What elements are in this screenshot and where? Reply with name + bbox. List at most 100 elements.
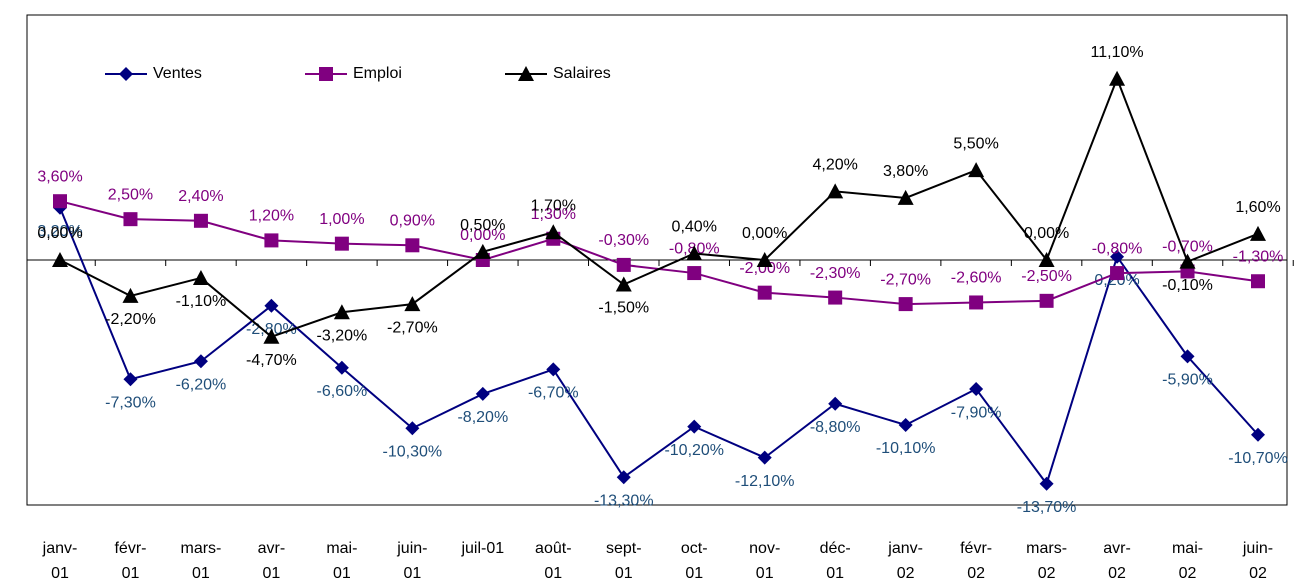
data-label: -6,20%	[176, 376, 227, 393]
data-label: -5,90%	[1162, 372, 1213, 389]
series-line	[59, 207, 1259, 486]
data-label: -8,80%	[810, 419, 861, 436]
data-point	[404, 296, 421, 312]
data-point	[757, 285, 772, 300]
data-label: 4,20%	[812, 157, 857, 174]
x-tick-label: janv-01	[42, 540, 78, 581]
x-tick-label: mai-02	[1172, 540, 1203, 581]
data-point	[1251, 274, 1265, 289]
x-tick-label: avr-02	[1103, 540, 1131, 581]
data-point	[263, 328, 280, 344]
x-tick-label: mars-02	[1026, 540, 1067, 581]
data-label: -13,70%	[1017, 499, 1077, 516]
x-tick-label: juin-02	[1242, 540, 1273, 581]
data-point	[757, 450, 772, 465]
data-point	[1038, 252, 1055, 267]
data-label: 2,40%	[178, 188, 223, 205]
data-label: -1,50%	[598, 300, 649, 317]
data-label: -0,30%	[598, 232, 649, 249]
data-label: 1,30%	[531, 206, 576, 223]
data-point	[123, 372, 138, 387]
legend-label: Emploi	[353, 65, 402, 82]
data-label: -0,70%	[1162, 239, 1213, 256]
x-tick-label: mars-01	[180, 540, 221, 581]
data-label: -10,30%	[383, 443, 443, 460]
data-point	[264, 233, 279, 248]
x-tick-label: févr-02	[960, 540, 992, 581]
data-label: -2,20%	[105, 311, 156, 328]
data-point	[1250, 225, 1266, 241]
x-tick-label: janv-02	[887, 540, 923, 581]
legend-label: Ventes	[153, 65, 202, 82]
data-point	[1039, 293, 1054, 308]
data-label: 1,60%	[1235, 199, 1280, 216]
data-point	[687, 266, 702, 281]
data-point	[546, 362, 561, 377]
x-tick-label: oct-01	[681, 540, 708, 581]
data-point	[1179, 253, 1196, 269]
legend-marker	[319, 67, 333, 81]
data-point	[405, 238, 420, 253]
data-label: -2,50%	[1021, 268, 1072, 285]
data-label: 1,00%	[319, 211, 364, 228]
data-label: 0,00%	[1024, 225, 1069, 242]
data-point	[828, 290, 843, 305]
data-label: 0,50%	[460, 217, 505, 234]
data-point	[969, 382, 984, 397]
data-label: -2,00%	[739, 260, 790, 277]
x-tick-label: mai-01	[326, 540, 357, 581]
data-point	[334, 236, 349, 251]
data-point	[405, 421, 420, 436]
data-point	[687, 419, 702, 434]
data-label: -10,20%	[664, 442, 724, 459]
x-tick-label: juil-01	[460, 540, 504, 557]
data-label: 0,40%	[672, 219, 717, 236]
x-tick-label: juin-01	[396, 540, 427, 581]
x-tick-label: déc-01	[820, 540, 851, 581]
data-label: -7,30%	[105, 394, 156, 411]
data-point	[122, 287, 139, 303]
data-point	[615, 276, 632, 292]
data-point	[827, 183, 844, 199]
data-label: 1,70%	[531, 197, 576, 214]
data-label: 3,20%	[37, 223, 82, 240]
x-tick-label: févr-01	[114, 540, 146, 581]
data-point	[474, 243, 491, 259]
data-label: -3,20%	[317, 327, 368, 344]
data-point	[616, 257, 631, 272]
data-label: -4,70%	[246, 352, 297, 369]
data-label: 11,10%	[1091, 44, 1144, 61]
data-point	[968, 162, 985, 178]
data-label: -2,70%	[880, 271, 931, 288]
data-point	[545, 224, 562, 240]
data-point	[1251, 427, 1265, 442]
x-tick-label: août-01	[535, 540, 571, 581]
data-label: 1,20%	[249, 208, 294, 225]
data-label: -12,10%	[735, 473, 795, 490]
data-label: -2,60%	[951, 270, 1002, 287]
data-point	[192, 269, 209, 285]
data-point	[475, 386, 490, 401]
x-tick-label: sept-01	[606, 540, 642, 581]
x-tick-label: avr-01	[258, 540, 286, 581]
data-label: 2,50%	[108, 186, 153, 203]
data-label: 5,50%	[953, 135, 998, 152]
data-label: -0,10%	[1162, 277, 1213, 294]
data-label: 0,00%	[742, 225, 787, 242]
data-label: -7,90%	[951, 404, 1002, 421]
data-point	[686, 245, 703, 261]
x-tick-label: nov-01	[749, 540, 780, 581]
data-point	[1180, 349, 1195, 364]
data-label: -1,30%	[1233, 248, 1284, 265]
legend-marker	[119, 67, 133, 81]
data-point	[898, 417, 913, 432]
data-label: -2,70%	[387, 319, 438, 336]
data-label: 0,90%	[390, 213, 435, 230]
data-label: -10,10%	[876, 440, 936, 457]
data-point	[897, 189, 914, 205]
data-point	[756, 252, 773, 267]
data-label: -0,80%	[1092, 240, 1143, 257]
series-line	[59, 200, 1259, 306]
data-point	[53, 194, 67, 209]
